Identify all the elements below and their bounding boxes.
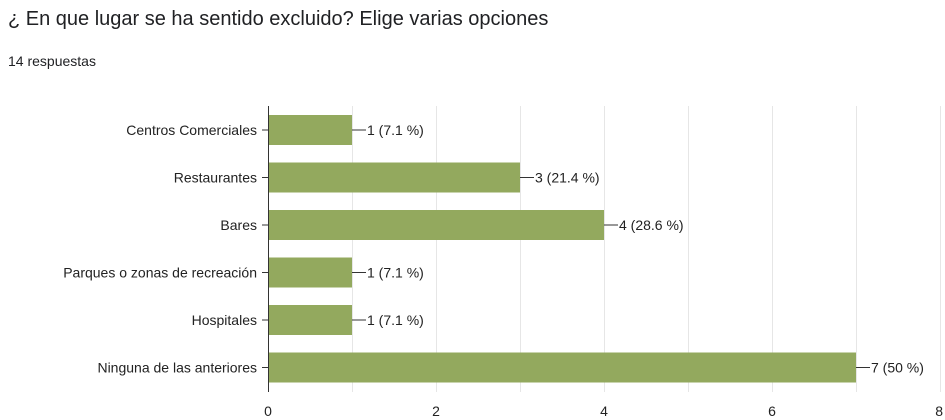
bars: 1 (7.1 %) 3 (21.4 %) 4 (28.6 %) 1 (7.1 %) 1 … <box>268 115 924 383</box>
bar <box>268 257 352 288</box>
bar <box>268 162 520 193</box>
category-label: Hospitales <box>192 312 257 328</box>
category-label: Parques o zonas de recreación <box>63 265 257 281</box>
data-label: 1 (7.1 %) <box>367 312 424 328</box>
data-label: 3 (21.4 %) <box>535 170 600 186</box>
x-tick-label: 8 <box>935 403 943 419</box>
category-label: Centros Comerciales <box>126 122 257 138</box>
category-label: Restaurantes <box>174 170 257 186</box>
x-tick-label: 6 <box>768 403 776 419</box>
data-label: 1 (7.1 %) <box>367 122 424 138</box>
data-label: 7 (50 %) <box>871 360 924 376</box>
grid-lines <box>352 106 941 392</box>
x-tick-label: 2 <box>432 403 440 419</box>
bar <box>268 115 352 145</box>
bar <box>268 210 604 240</box>
question-title: ¿ En que lugar se ha sentido excluido? E… <box>8 8 549 30</box>
data-label: 1 (7.1 %) <box>367 265 424 281</box>
x-tick-label: 4 <box>600 403 608 419</box>
category-label: Bares <box>220 217 257 233</box>
category-label: Ninguna de las anteriores <box>97 360 257 376</box>
x-axis-ticks: 0 2 4 6 8 <box>264 106 943 419</box>
x-tick-label: 0 <box>264 403 272 419</box>
response-count: 14 respuestas <box>8 53 96 69</box>
bar <box>268 305 352 335</box>
category-labels: Centros Comerciales Restaurantes Bares Parq… <box>63 122 268 376</box>
bar <box>268 352 856 383</box>
data-label: 4 (28.6 %) <box>619 217 684 233</box>
